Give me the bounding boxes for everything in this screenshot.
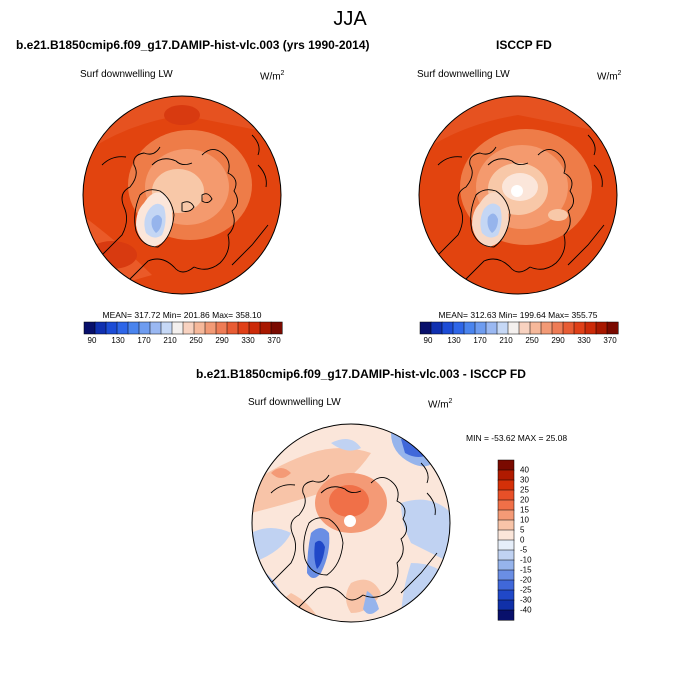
panel1-colorbar-swatch (160, 321, 173, 335)
panel1-cb-tick-90: 90 (87, 336, 97, 345)
panel3-cb-tick-40: 40 (520, 465, 529, 475)
panel2-colorbar-swatch (562, 321, 575, 335)
panel2-cb-tick-170: 170 (473, 336, 487, 345)
panel1-colorbar-swatch (270, 321, 283, 335)
panel2-cb-tick-250: 250 (525, 336, 539, 345)
panel2-colorbar-swatch (441, 321, 454, 335)
panel2-cb-tick-370: 370 (603, 336, 617, 345)
panel1-cb-tick-290: 290 (215, 336, 229, 345)
panel1-stats: MEAN= 317.72 Min= 201.86 Max= 358.10 (102, 310, 262, 320)
panel1-cb-tick-250: 250 (189, 336, 203, 345)
panel2-colorbar-swatch (463, 321, 476, 335)
panel2-units: W/m2 (597, 70, 622, 83)
panel3-cb-tick-10: 10 (520, 515, 529, 525)
panel2-cb-tick-330: 330 (577, 336, 591, 345)
panel2-colorbar-swatch (573, 321, 586, 335)
panel1-colorbar-swatch (138, 321, 151, 335)
panel1-colorbar-swatch (127, 321, 140, 335)
panel3-cb-tick-neg30: -30 (520, 595, 532, 605)
panel3-colorbar-labels: 40 30 25 20 15 10 5 0 -5 -10 -15 -20 -25… (498, 460, 558, 620)
panel3-cb-tick-neg15: -15 (520, 565, 532, 575)
panel1-colorbar-swatch (248, 321, 261, 335)
panel2-colorbar-swatch (507, 321, 520, 335)
panel1-colorbar-swatch (204, 321, 217, 335)
panel1-cb-tick-330: 330 (241, 336, 255, 345)
panel3-cb-tick-0: 0 (520, 535, 525, 545)
panel3-title: b.e21.B1850cmip6.f09_g17.DAMIP-hist-vlc.… (196, 367, 526, 381)
panel1-colorbar-swatch (193, 321, 206, 335)
panel3-cb-tick-5: 5 (520, 525, 525, 535)
panel2-stats: MEAN= 312.63 Min= 199.64 Max= 355.75 (438, 310, 598, 320)
panel1-cb-tick-130: 130 (111, 336, 125, 345)
panel2-polar-map (418, 95, 618, 295)
panel1-cb-tick-170: 170 (137, 336, 151, 345)
panel3-units: W/m2 (428, 398, 453, 411)
panel2-colorbar-labels: 90 130 170 210 250 290 330 370 (420, 336, 618, 348)
panel1-colorbar-swatch (171, 321, 184, 335)
panel2-colorbar-swatch (595, 321, 608, 335)
panel1-colorbar (83, 321, 283, 335)
panel2-colorbar-swatch (529, 321, 542, 335)
panel3-cb-tick-15: 15 (520, 505, 529, 515)
panel3-missing-data-pole (344, 515, 356, 527)
panel3-colorbar (497, 459, 515, 621)
panel1-units: W/m2 (260, 70, 285, 83)
panel2-colorbar-swatch (496, 321, 509, 335)
panel3-stats: MIN = -53.62 MAX = 25.08 (466, 433, 568, 443)
figure-title: JJA (333, 8, 367, 30)
panel1-colorbar-swatch (259, 321, 272, 335)
panel2-colorbar (419, 321, 619, 335)
panel3-cb-tick-30: 30 (520, 475, 529, 485)
panel1-colorbar-swatch (94, 321, 107, 335)
panel2-colorbar-swatch (518, 321, 531, 335)
panel2-colorbar-swatch (606, 321, 619, 335)
panel1-colorbar-swatch (116, 321, 129, 335)
panel1-cb-tick-370: 370 (267, 336, 281, 345)
panel3-cb-tick-neg20: -20 (520, 575, 532, 585)
panel1-colorbar-swatch (149, 321, 162, 335)
panel1-colorbar-swatch (226, 321, 239, 335)
panel2-colorbar-swatch (584, 321, 597, 335)
panel3-cb-tick-neg10: -10 (520, 555, 532, 565)
panel1-cb-tick-210: 210 (163, 336, 177, 345)
panel2-colorbar-swatch (419, 321, 432, 335)
panel1-colorbar-labels: 90 130 170 210 250 290 330 370 (84, 336, 282, 348)
panel1-colorbar-swatch (182, 321, 195, 335)
panel2-cb-tick-130: 130 (447, 336, 461, 345)
panel3-variable-label: Surf downwelling LW (248, 397, 341, 408)
panel2-missing-data-pole (511, 185, 523, 197)
panel3-cb-tick-neg25: -25 (520, 585, 532, 595)
panel2-variable-label: Surf downwelling LW (417, 69, 510, 80)
panel2-colorbar-swatch (474, 321, 487, 335)
panel2-cb-tick-210: 210 (499, 336, 513, 345)
panel2-colorbar-swatch (540, 321, 553, 335)
panel2-cb-tick-90: 90 (423, 336, 433, 345)
panel3-cb-tick-neg5: -5 (520, 545, 528, 555)
panel1-colorbar-swatch (215, 321, 228, 335)
panel1-title: b.e21.B1850cmip6.f09_g17.DAMIP-hist-vlc.… (16, 38, 370, 52)
panel1-variable-label: Surf downwelling LW (80, 69, 173, 80)
panel3-polar-map (251, 423, 451, 623)
panel2-cb-tick-290: 290 (551, 336, 565, 345)
panel3-colorbar-swatch (497, 609, 515, 621)
panel2-title: ISCCP FD (496, 38, 552, 52)
panel1-colorbar-swatch (237, 321, 250, 335)
panel1-polar-map (82, 95, 282, 295)
panel1-colorbar-swatch (105, 321, 118, 335)
panel3-cb-tick-neg40: -40 (520, 605, 532, 615)
panel3-cb-tick-25: 25 (520, 485, 529, 495)
panel2-colorbar-swatch (430, 321, 443, 335)
panel2-colorbar-swatch (485, 321, 498, 335)
panel1-colorbar-swatch (83, 321, 96, 335)
panel2-colorbar-swatch (551, 321, 564, 335)
panel3-cb-tick-20: 20 (520, 495, 529, 505)
panel2-colorbar-swatch (452, 321, 465, 335)
